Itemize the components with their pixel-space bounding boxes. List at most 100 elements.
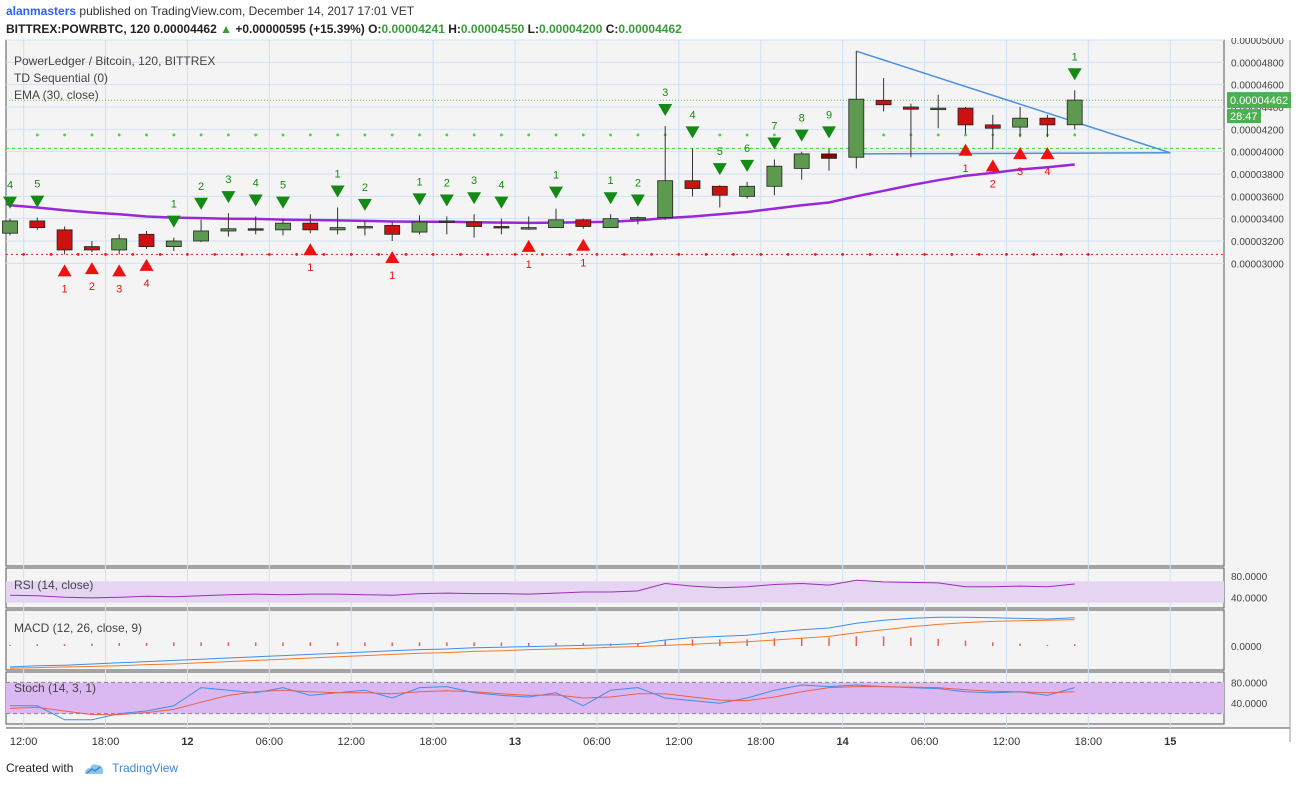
td-resistance-dot [773, 133, 776, 137]
price-tick-label: 0.00005000 [1231, 38, 1284, 47]
candle-body [466, 221, 483, 227]
td-resistance-dot [199, 133, 203, 137]
td-sell-triangle [412, 193, 427, 206]
td-buy-triangle [84, 262, 99, 275]
rsi-tick-label: 40.0000 [1231, 593, 1268, 604]
candle-body [575, 219, 592, 227]
td-support-dot [1059, 253, 1063, 256]
td-support-dot [677, 253, 681, 256]
candle-body [684, 180, 701, 189]
td-sell-triangle [357, 198, 372, 211]
rsi-title: RSI (14, close) [14, 578, 93, 592]
td-support-dot [704, 253, 708, 256]
td-support-dot [158, 253, 162, 256]
td-support-dot [595, 253, 599, 256]
legend-title: PowerLedger / Bitcoin, 120, BITTREX [14, 54, 215, 68]
td-sell-count: 3 [662, 87, 668, 99]
countdown-label: 28:47 [1230, 111, 1258, 123]
stoch-d-line [9, 686, 1075, 716]
trendline-lower [856, 152, 1171, 155]
last-price: 0.00004462 [153, 22, 217, 36]
td-buy-count: 1 [307, 262, 313, 274]
td-sell-count: 8 [799, 113, 805, 125]
td-support-dot [267, 253, 271, 256]
td-buy-triangle [1013, 147, 1028, 160]
td-buy-count: 4 [1044, 166, 1050, 178]
td-support-dot [1005, 253, 1008, 256]
td-support-dot [841, 253, 845, 256]
trendline-upper [856, 50, 1171, 154]
candle-body [2, 220, 18, 234]
candle-body [602, 218, 619, 229]
td-support-dot [759, 253, 763, 256]
publish-line: alanmasters published on TradingView.com… [6, 4, 414, 18]
candle-body [711, 185, 728, 196]
td-support-dot [813, 253, 817, 256]
td-sell-count: 4 [253, 177, 259, 189]
candle-body [630, 217, 646, 220]
candle-body [493, 226, 510, 229]
td-buy-count: 2 [89, 281, 95, 293]
td-support-dot [923, 253, 926, 256]
countdown-tag [1227, 109, 1261, 124]
author-link[interactable]: alanmasters [6, 4, 77, 18]
td-buy-triangle [985, 159, 1000, 172]
candle-body [903, 106, 919, 110]
td-support-dot [950, 253, 954, 256]
td-sell-triangle [658, 103, 673, 116]
td-support-dot [295, 253, 299, 256]
td-support-dot [22, 253, 26, 256]
candle-body [1012, 117, 1028, 128]
td-sell-count: 4 [498, 180, 504, 192]
td-sell-count: 5 [34, 179, 40, 191]
td-support-dot [186, 253, 189, 256]
td-resistance-dot [581, 133, 585, 137]
td-sell-count: 4 [689, 109, 695, 121]
td-resistance-dot [718, 133, 722, 137]
td-sell-triangle [494, 196, 509, 209]
stoch-band [6, 682, 1224, 714]
td-sell-triangle [794, 129, 809, 142]
td-support-dot [131, 253, 135, 256]
td-buy-count: 3 [116, 283, 122, 295]
td-sell-triangle [822, 126, 836, 139]
td-sell-triangle [439, 194, 454, 207]
close-value: 0.00004462 [618, 22, 682, 36]
time-tick-label: 12:00 [665, 736, 693, 748]
time-tick-label: 12:00 [10, 736, 38, 748]
td-buy-triangle [303, 243, 318, 256]
td-resistance-dot [145, 133, 148, 137]
td-resistance-dot [636, 133, 640, 137]
td-resistance-dot [363, 133, 367, 137]
tradingview-link[interactable]: TradingView [112, 761, 179, 775]
td-support-dot [568, 253, 572, 256]
low-value: 0.00004200 [538, 22, 603, 36]
price-tick-label: 0.00004800 [1231, 58, 1284, 69]
td-sell-count: 3 [225, 174, 231, 186]
candle-body [766, 165, 783, 187]
candle-body [411, 221, 428, 233]
time-tick-label: 12:00 [993, 736, 1021, 748]
td-sell-count: 2 [635, 177, 641, 189]
chart-background [6, 40, 1290, 728]
td-resistance-dot [964, 133, 967, 137]
td-support-dot [732, 253, 735, 256]
candle-body [984, 124, 1001, 129]
time-tick-label: 18:00 [747, 736, 775, 748]
time-tick-label: 14 [837, 736, 850, 748]
macd-line [9, 616, 1075, 668]
high-value: 0.00004550 [460, 22, 525, 36]
td-support-dot [404, 253, 408, 256]
td-resistance-dot [472, 133, 476, 137]
candle-body [1066, 99, 1083, 126]
td-sell-triangle [740, 159, 755, 172]
td-sell-count: 2 [444, 177, 450, 189]
td-resistance-dot [336, 133, 339, 137]
td-support-dot [1032, 253, 1036, 256]
td-sell-count: 1 [171, 199, 177, 211]
price-change: +0.00000595 (+15.39%) [235, 22, 365, 36]
td-buy-count: 2 [990, 178, 996, 190]
td-resistance-dot [418, 133, 421, 137]
td-resistance-dot [609, 133, 612, 137]
